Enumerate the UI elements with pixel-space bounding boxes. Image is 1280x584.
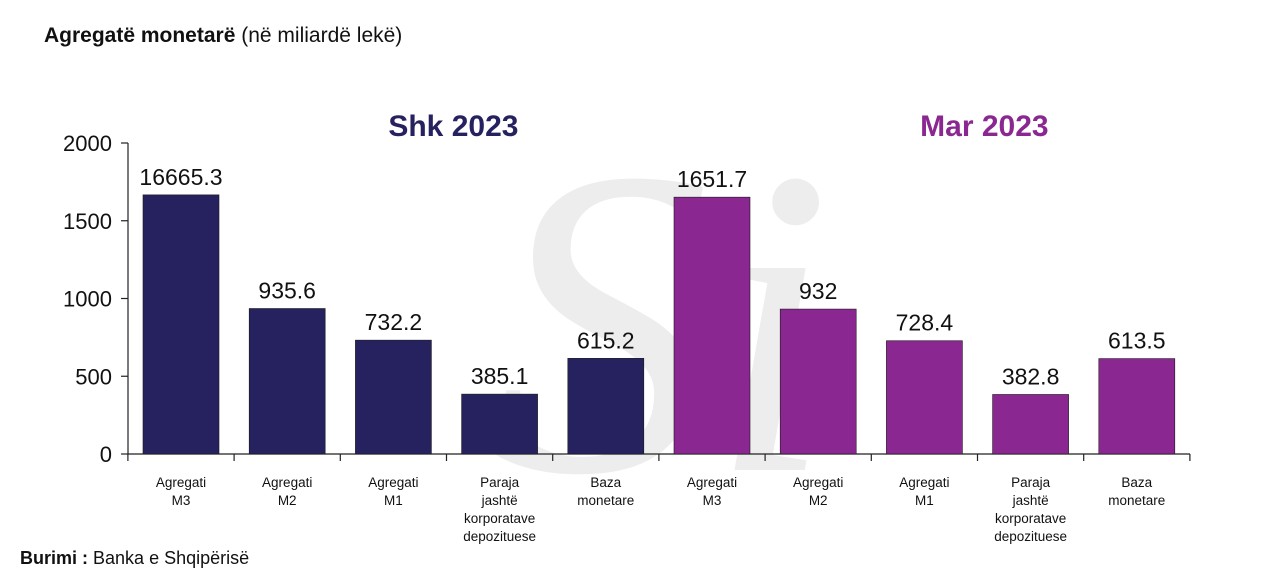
x-category-label: Paraja	[1011, 475, 1051, 490]
data-label: 732.2	[365, 309, 423, 335]
data-label: 615.2	[577, 327, 635, 353]
y-tick-label: 500	[75, 364, 112, 389]
x-category-label: korporatave	[995, 511, 1066, 526]
bar	[886, 340, 963, 455]
y-tick-label: 1000	[63, 287, 112, 312]
x-category-label: Agregati	[156, 475, 206, 490]
chart-title-unit: (në miliardë lekë)	[241, 24, 403, 47]
x-category-label: Agregati	[368, 475, 418, 490]
bar	[142, 194, 220, 455]
chart-title-main: Agregatë monetarë	[44, 24, 236, 47]
bar	[992, 394, 1069, 455]
data-label: 382.8	[1002, 363, 1060, 389]
x-category-label: M1	[384, 493, 403, 508]
x-category-label: Agregati	[687, 475, 737, 490]
data-label: 385.1	[471, 363, 529, 389]
x-category-label: Paraja	[480, 475, 520, 490]
x-category-label: M3	[172, 493, 191, 508]
watermark-logo: Si	[490, 79, 832, 566]
x-category-label: Agregati	[899, 475, 949, 490]
x-category-label: Baza	[1121, 475, 1152, 490]
bar	[355, 339, 432, 455]
x-category-label: monetare	[1108, 493, 1165, 508]
bar	[461, 393, 538, 455]
bar	[567, 358, 645, 455]
source-value: Banka e Shqipërisë	[93, 548, 250, 568]
source-label: Burimi :	[20, 548, 89, 568]
series-heading: Shk 2023	[388, 110, 518, 143]
x-category-label: M2	[278, 493, 297, 508]
data-label: 935.6	[258, 278, 316, 304]
x-category-label: M3	[703, 493, 722, 508]
bar	[673, 196, 751, 455]
x-category-label: korporatave	[464, 511, 535, 526]
series-heading: Mar 2023	[920, 110, 1048, 143]
bar	[1098, 358, 1176, 455]
y-tick-label: 0	[100, 442, 112, 467]
x-category-label: M1	[915, 493, 934, 508]
source-note: Burimi : Banka e Shqipërisë	[20, 548, 249, 569]
chart-title: Agregatë monetarë (në miliardë lekë)	[44, 24, 402, 48]
x-category-label: Baza	[590, 475, 621, 490]
x-category-label: depozituese	[463, 529, 536, 544]
x-category-label: M2	[809, 493, 828, 508]
y-tick-label: 2000	[63, 131, 112, 156]
data-label: 1651.7	[677, 166, 747, 192]
y-tick-label: 1500	[63, 209, 112, 234]
bar	[779, 308, 857, 455]
x-category-label: Agregati	[262, 475, 312, 490]
data-label: 932	[799, 278, 837, 304]
data-label: 613.5	[1108, 328, 1166, 354]
bar	[248, 308, 326, 455]
x-category-label: monetare	[577, 493, 634, 508]
x-category-label: Agregati	[793, 475, 843, 490]
watermark-text: Si	[490, 79, 832, 566]
x-category-label: jashtë	[1012, 493, 1049, 508]
x-category-label: jashtë	[481, 493, 518, 508]
data-label: 16665.3	[139, 164, 222, 190]
x-category-label: depozituese	[994, 529, 1067, 544]
data-label: 728.4	[896, 310, 954, 336]
